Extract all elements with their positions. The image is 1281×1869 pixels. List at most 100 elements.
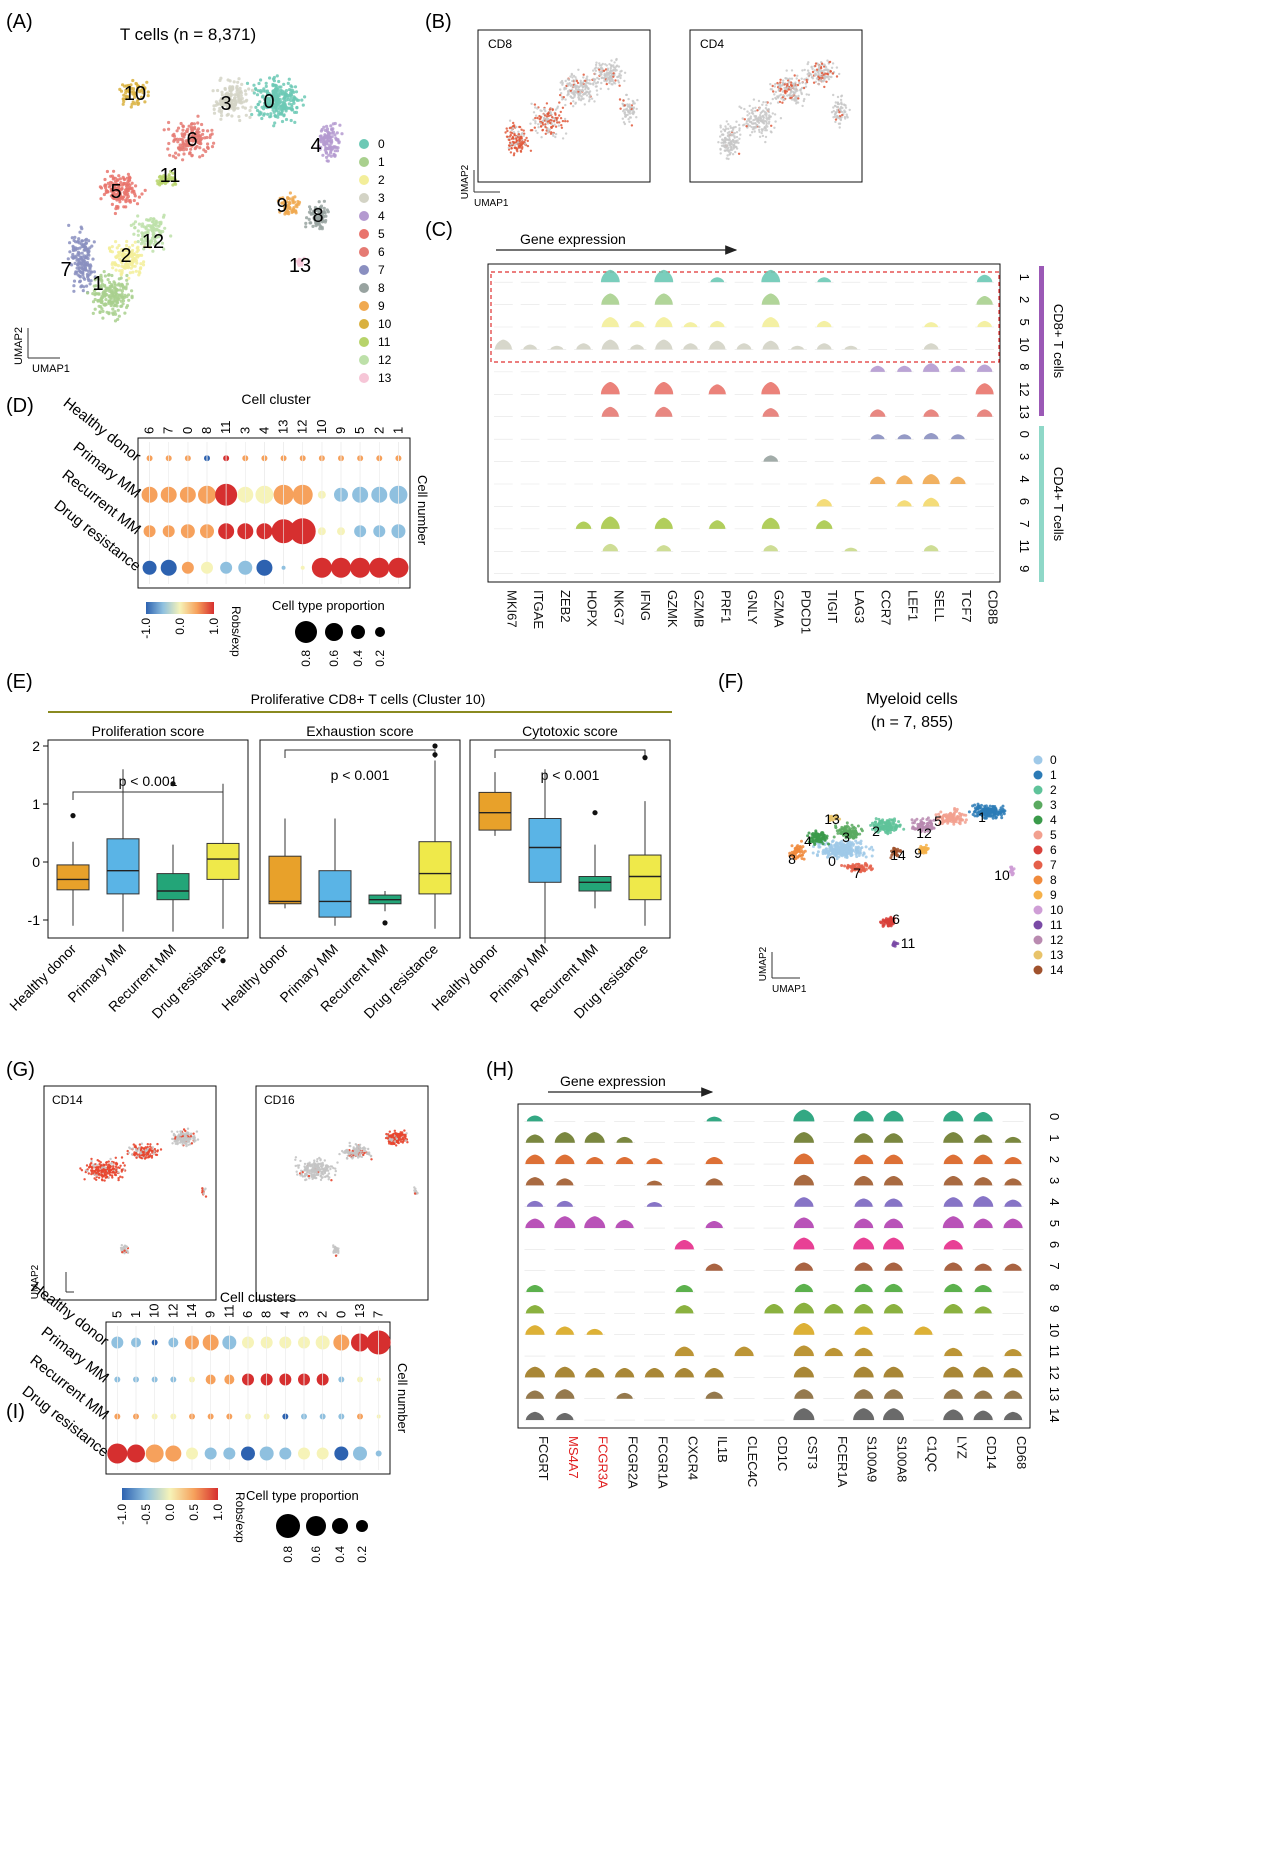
feature-point — [801, 69, 804, 72]
umap-point — [282, 82, 286, 86]
umap2-label-b: UMAP2 — [460, 164, 471, 199]
umap-point — [123, 84, 127, 88]
umap-point — [96, 292, 100, 296]
feature-point — [793, 82, 796, 86]
umap-point — [305, 216, 309, 220]
feature-point — [540, 125, 543, 128]
feature-point — [517, 133, 521, 136]
legend-swatch — [359, 373, 369, 383]
feature-point — [755, 126, 758, 129]
feature-point — [788, 80, 791, 83]
feature-point — [513, 144, 516, 147]
umap-point — [82, 264, 86, 268]
feature-point — [824, 66, 828, 69]
umap-point — [248, 108, 252, 113]
feature-point — [536, 131, 539, 135]
umap-point — [897, 820, 901, 824]
umap-point — [322, 199, 326, 203]
feature-point — [613, 61, 616, 64]
feature-point — [759, 114, 762, 117]
feature-point — [801, 104, 804, 108]
gene-label: ITGAE — [531, 590, 546, 629]
feature-point — [623, 79, 626, 83]
umap-point — [196, 114, 200, 118]
feature-point — [572, 100, 575, 103]
feature-point — [584, 84, 588, 87]
umap-point — [133, 102, 137, 106]
feature-point — [560, 92, 563, 95]
umap-point — [911, 821, 915, 825]
umap-point — [204, 149, 208, 154]
outlier — [642, 755, 648, 761]
row-label: 6 — [1017, 498, 1032, 505]
violin — [709, 340, 726, 350]
umap-point — [944, 813, 948, 817]
umap-point — [127, 175, 131, 179]
feature-point — [547, 129, 550, 132]
feature-point — [574, 101, 577, 105]
umap-point — [230, 85, 234, 89]
feature-point — [752, 126, 755, 129]
umap-point — [80, 251, 84, 255]
umap-point — [136, 214, 140, 218]
umap-point — [176, 140, 180, 144]
umap-point — [323, 220, 327, 224]
umap-point — [992, 812, 996, 816]
feature-point — [534, 106, 537, 109]
feature-point — [604, 63, 607, 66]
umap-point — [842, 846, 846, 850]
umap-point — [212, 111, 217, 115]
cluster-label: 11 — [160, 165, 181, 187]
feature-point — [608, 79, 611, 83]
umap-point — [146, 224, 150, 228]
feature-point — [564, 120, 567, 123]
row-label: 0 — [1017, 431, 1032, 438]
violin — [761, 381, 781, 395]
cd4-group-bar — [1039, 426, 1044, 582]
feature-point — [621, 117, 624, 120]
feature-point — [553, 123, 556, 126]
umap-point — [77, 269, 81, 273]
feature-point — [776, 101, 780, 104]
umap-point — [880, 819, 884, 823]
umap-point — [292, 90, 296, 94]
feature-point — [544, 120, 548, 123]
feature-point — [729, 151, 732, 154]
umap-point — [146, 90, 150, 94]
umap-point — [78, 246, 82, 250]
umap-point — [146, 231, 150, 235]
umap-point — [159, 222, 163, 226]
umap-point — [237, 94, 241, 98]
feature-point — [843, 111, 846, 114]
umap1-label-b: UMAP1 — [474, 198, 509, 209]
feature-point — [592, 83, 595, 86]
violin — [709, 320, 725, 328]
umap-point — [158, 183, 162, 187]
umap-point — [894, 826, 898, 830]
umap-point — [845, 855, 849, 859]
feature-point — [843, 115, 847, 119]
feature-point — [551, 108, 554, 111]
feature-point — [599, 67, 602, 70]
umap-point — [295, 106, 299, 110]
box — [106, 838, 140, 895]
violin — [601, 406, 619, 417]
umap-point — [276, 115, 280, 119]
umap-point — [122, 195, 126, 199]
feature-point — [761, 129, 764, 133]
feature-point — [756, 117, 759, 120]
umap-point — [111, 300, 115, 305]
umap-point — [323, 128, 327, 132]
umap-point — [250, 112, 254, 117]
umap-point — [172, 139, 176, 143]
umap-point — [800, 839, 803, 843]
feature-point — [561, 83, 564, 86]
umap-point — [157, 224, 161, 228]
umap-point — [186, 127, 190, 131]
umap-point — [135, 261, 139, 265]
feature-point — [827, 78, 831, 81]
umap-point — [66, 257, 70, 261]
umap-point — [125, 282, 129, 286]
feature-point — [507, 146, 510, 150]
umap-point — [129, 187, 133, 191]
